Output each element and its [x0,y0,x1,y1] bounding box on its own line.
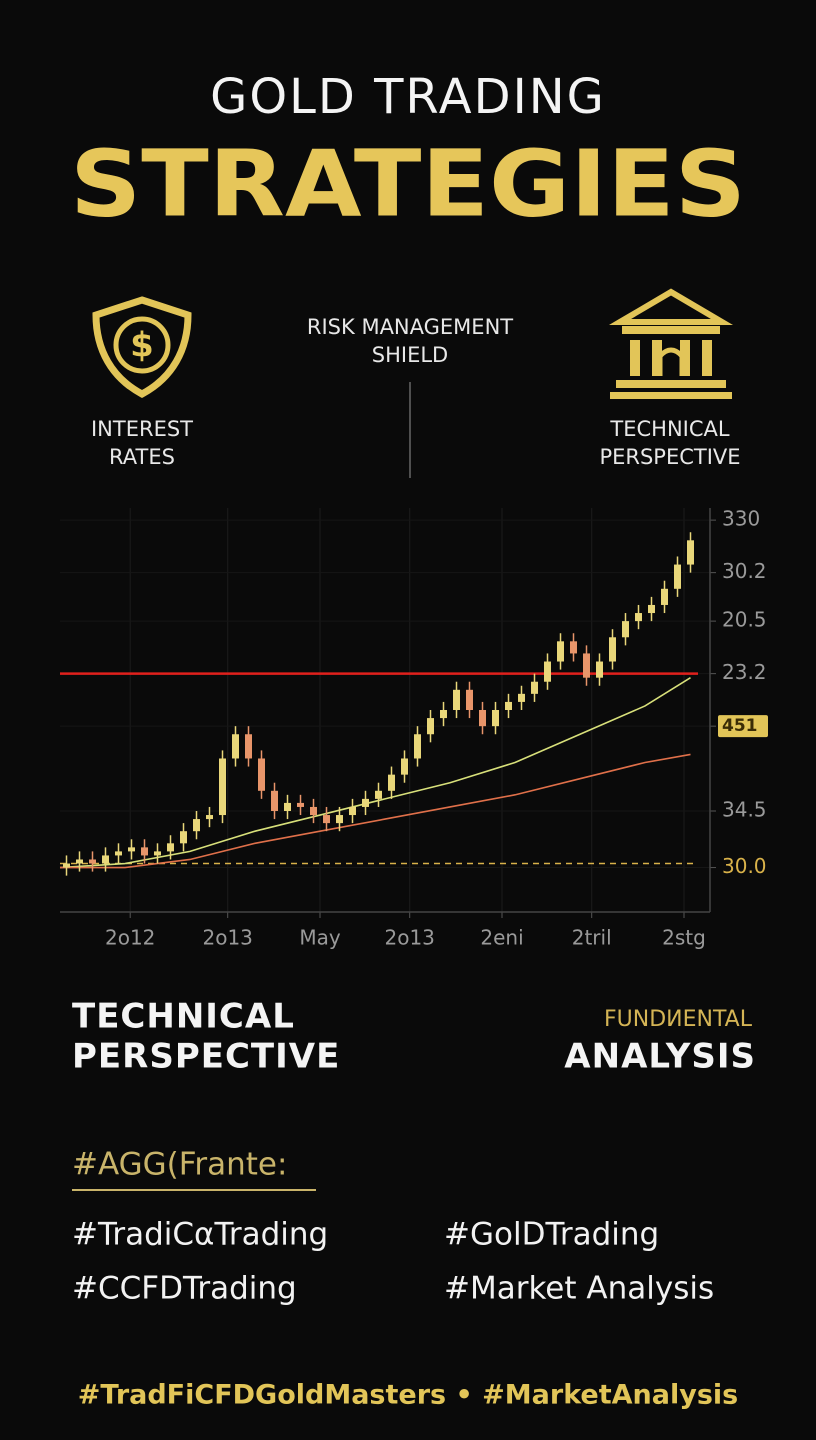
candle-body [115,851,122,856]
candle-body [492,710,499,727]
footer: #TradFiCFDGoldMasters • #MarketAnalysis [78,1380,739,1411]
bank-icon [608,288,734,399]
section-title: ANALYSIS [564,1037,756,1077]
x-tick-label: 2o12 [105,926,155,950]
candle-body [570,641,577,654]
candle-body [661,588,668,605]
candle-body [89,859,96,864]
y-tick-label: 30.2 [722,559,767,583]
svg-text:$: $ [130,326,154,366]
candle-body [154,851,161,856]
candle-body [284,802,291,811]
candle-body [674,564,681,589]
candle-body [544,661,551,682]
tick-highlight [718,715,768,738]
section-title: PERSPECTIVE [72,1037,340,1077]
candle-body [219,758,226,816]
candle-body [609,637,616,662]
candle-body [414,734,421,759]
x-tick-label: 2eni [480,926,523,950]
candle-body [206,815,213,820]
candle-body [323,815,330,824]
hashtag: #TradiCαTrading [72,1217,328,1253]
candle-body [128,847,135,852]
candle-body [362,798,369,807]
subtitle: STRATEGIES [70,130,746,237]
y-tick-label: 330 [722,507,760,531]
candle-body [687,540,694,565]
icon-label: INTEREST [91,417,193,441]
hashtag-heading: #AGG(Frante: [72,1147,287,1183]
candle-body [505,701,512,710]
candle-body [479,710,486,727]
candle-body [310,806,317,816]
icon-label: PERSPECTIVE [599,445,740,469]
candle-body [531,681,538,694]
y-tick-label: 23.2 [722,660,767,684]
candle-body [245,734,252,759]
hashtag: #Market Analysis [444,1271,714,1307]
candle-body [232,734,239,759]
candle-body [63,863,70,868]
hashtag: #GolDTrading [444,1217,659,1253]
candle-body [453,689,460,710]
moving-average [59,677,691,869]
candle-body [466,689,473,710]
candle-body [388,774,395,791]
icon-label: TECHNICAL [609,417,729,441]
candle-body [297,802,304,807]
hashtag: #CCFDTrading [72,1271,297,1307]
section-kicker: FUNDИENTAL [604,1007,753,1032]
candle-body [557,641,564,662]
candle-body [180,831,187,844]
shield-icon: $ [92,296,192,398]
section-title: TECHNICAL [72,997,295,1037]
candle-body [193,819,200,832]
y-tick-label: 20.5 [722,608,767,632]
center-label: RISK MANAGEMENT [307,315,513,339]
x-tick-label: May [299,926,341,950]
center-label: SHIELD [372,343,448,367]
candle-body [258,758,265,791]
x-tick-label: 2o13 [384,926,434,950]
candle-body [167,843,174,852]
candle-body [518,693,525,702]
candle-body [635,613,642,622]
candle-body [141,847,148,856]
candle-body [401,758,408,775]
candle-body [375,790,382,799]
y-tick-label: 30.0 [722,854,767,878]
chart: 2o12 2o13 May 2o13 2eni 2tril 2stg 330 30.2 20.5 2… [59,507,768,950]
candle-body [271,790,278,811]
x-tick-label: 2stg [662,926,706,950]
x-tick-label: 2tril [572,926,612,950]
y-tick-label: 34.5 [722,798,767,822]
moving-average [60,753,691,869]
candle-body [583,653,590,678]
x-tick-label: 2o13 [202,926,252,950]
candle-body [102,855,109,864]
candle-body [76,859,83,864]
candle-body [336,815,343,824]
candle-body [596,661,603,678]
candle-body [427,718,434,735]
candle-body [440,710,447,719]
icon-label: RATES [109,445,175,469]
candle-body [648,604,655,614]
candle-body [349,806,356,816]
title: GOLD TRADING [210,69,606,125]
candle-body [622,621,629,638]
y-tick-label: 451 [722,716,758,736]
